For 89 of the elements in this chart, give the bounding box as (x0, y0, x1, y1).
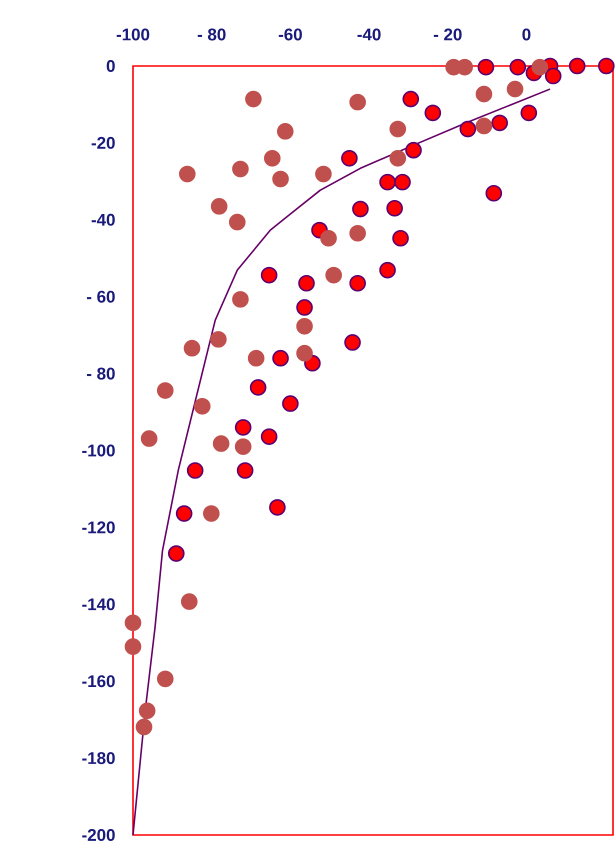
point (272, 350, 289, 367)
point (424, 104, 442, 122)
point (296, 299, 313, 316)
point (234, 438, 252, 455)
x-tick-label: -100 (116, 28, 150, 40)
point (509, 58, 526, 76)
point (506, 80, 524, 98)
point (460, 120, 476, 138)
point (476, 86, 492, 102)
y-tick-label: -140 (82, 598, 115, 610)
point (402, 90, 420, 108)
point (124, 638, 142, 655)
x-tick-label: - 20 (434, 28, 462, 40)
point (532, 58, 548, 76)
point (176, 505, 192, 522)
point (296, 344, 313, 362)
point (315, 166, 332, 182)
point (212, 435, 230, 452)
point (394, 174, 411, 190)
point (298, 274, 315, 292)
point (568, 58, 586, 74)
point (168, 545, 185, 562)
point (272, 170, 289, 188)
point (156, 382, 174, 399)
point (341, 150, 358, 167)
y-tick-label: -120 (82, 521, 115, 534)
point (178, 166, 196, 182)
point (180, 593, 198, 610)
point (344, 334, 361, 351)
point (186, 462, 204, 479)
point (491, 114, 508, 132)
point (379, 174, 396, 190)
point (544, 68, 562, 84)
y-tick-label: -20 (92, 136, 115, 149)
point (352, 200, 369, 218)
point (194, 398, 211, 415)
point (184, 340, 200, 357)
point (296, 318, 313, 335)
point (248, 350, 264, 367)
point (140, 430, 158, 447)
point (476, 118, 492, 134)
point (379, 262, 396, 278)
x-tick-label: - 80 (198, 28, 226, 40)
point (210, 331, 227, 348)
line-series (132, 88, 551, 836)
point (389, 150, 406, 167)
point (598, 58, 615, 74)
point (124, 614, 142, 632)
point (320, 230, 337, 247)
point (260, 266, 278, 284)
y-tick-label: -160 (82, 675, 115, 688)
point (392, 230, 409, 247)
point (228, 214, 246, 230)
point (386, 200, 403, 217)
point (234, 419, 252, 436)
point (264, 150, 281, 167)
point (156, 670, 174, 688)
point (349, 94, 366, 110)
y-tick-label: -100 (82, 444, 115, 456)
point (250, 379, 266, 396)
y-tick-label: -200 (82, 829, 115, 841)
y-tick-label: - 60 (86, 290, 115, 303)
point (349, 274, 366, 292)
point (138, 702, 156, 720)
point (245, 90, 262, 108)
y-tick-label: 0 (106, 60, 115, 72)
y-tick-label: -180 (82, 752, 115, 764)
point (210, 198, 228, 215)
point (236, 462, 254, 479)
point (325, 266, 342, 284)
point (520, 104, 538, 122)
point (349, 224, 366, 242)
point (232, 291, 249, 308)
x-tick-label: 0 (522, 28, 530, 40)
point (269, 499, 286, 516)
point (276, 123, 294, 140)
x-tick-label: -40 (357, 28, 381, 40)
point (478, 58, 494, 76)
point (405, 142, 422, 158)
y-tick-label: - 80 (86, 368, 115, 380)
point (389, 120, 406, 138)
point (136, 718, 152, 736)
point (260, 428, 278, 445)
point (282, 395, 299, 412)
y-tick-label: -40 (92, 214, 115, 226)
point (202, 505, 220, 522)
x-tick-label: -60 (278, 28, 302, 40)
point (485, 184, 502, 202)
point (232, 160, 249, 178)
